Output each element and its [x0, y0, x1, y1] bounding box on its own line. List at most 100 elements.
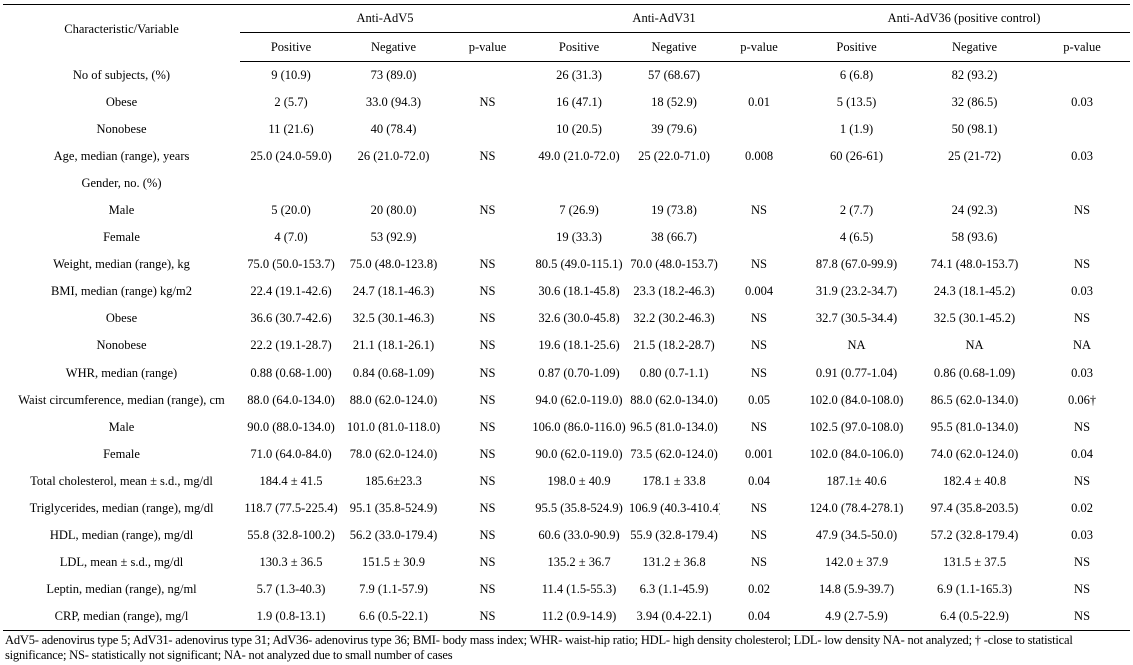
data-cell: NS: [751, 528, 768, 543]
data-cell: 75.0 (50.0-153.7): [247, 257, 335, 272]
data-cell: 88.0 (62.0-134.0): [630, 392, 718, 407]
column-header-adv31-pvalue: p-value: [720, 32, 799, 62]
data-cell: 4.9 (2.7-5.9): [798, 603, 916, 631]
data-cell: NS: [445, 603, 531, 631]
row-label: Nonobese: [96, 121, 147, 136]
data-cell: 0.03: [1071, 284, 1093, 299]
data-cell: 80.5 (49.0-115.1): [535, 257, 623, 272]
data-cell: 40 (78.4): [370, 121, 417, 136]
data-cell: 19.6 (18.1-25.6): [538, 338, 620, 353]
column-header-adv36-negative: Negative: [915, 32, 1035, 62]
data-cell: NS: [1034, 603, 1131, 631]
data-cell: 0.004: [744, 284, 774, 299]
data-cell: 23.3 (18.2-46.3): [633, 284, 715, 299]
data-cell: 21.5 (18.2-28.7): [633, 338, 715, 353]
data-cell: NS: [751, 203, 768, 218]
data-cell: 32 (86.5): [951, 94, 998, 109]
data-cell: 21.1 (18.1-26.1): [352, 338, 435, 353]
data-cell: 11.4 (1.5-55.3): [541, 582, 617, 597]
data-cell: 5.7 (1.3-40.3): [256, 582, 326, 597]
data-cell: NS: [751, 419, 768, 434]
row-label: Leptin, median (range), ng/ml: [46, 582, 197, 597]
data-cell: 74.1 (48.0-153.7): [930, 257, 1019, 272]
data-cell: 97.4 (35.8-203.5): [930, 501, 1019, 516]
data-cell: 73.5 (62.0-124.0): [630, 446, 718, 461]
table-row: Female 4 (7.0) 53 (92.9) 19 (33.3) 38 (66.7)…: [3, 224, 1130, 251]
data-cell: NS: [1074, 311, 1091, 326]
row-label: LDL, mean ± s.d., mg/dl: [59, 555, 184, 570]
data-cell: 94.0 (62.0-119.0): [535, 392, 623, 407]
data-cell: NS: [479, 446, 496, 461]
data-cell: 7 (26.9): [559, 203, 599, 218]
data-cell: 25.0 (24.0-59.0): [250, 148, 332, 163]
data-cell: 6 (6.8): [839, 67, 874, 82]
data-cell: 5 (20.0): [271, 203, 311, 218]
table-row: Leptin, median (range), ng/ml 5.7 (1.3-40…: [3, 576, 1130, 603]
data-cell: 0.05: [748, 392, 770, 407]
data-cell: 32.5 (30.1-46.3): [352, 311, 435, 326]
data-cell: 0.84 (0.68-1.09): [352, 365, 435, 380]
data-cell: 101.0 (81.0-118.0): [346, 419, 441, 434]
column-header-adv5-negative: Negative: [342, 32, 445, 62]
table-row: Age, median (range), years 25.0 (24.0-59.…: [3, 143, 1130, 170]
data-cell: 47.9 (34.5-50.0): [815, 528, 898, 543]
column-header-characteristic-variable: Characteristic/Variable: [64, 22, 179, 37]
data-cell: 39 (79.6): [651, 121, 697, 136]
data-cell: NS: [479, 582, 496, 597]
table-row: Nonobese 11 (21.6) 40 (78.4) 10 (20.5) 39 (7…: [3, 116, 1130, 143]
data-cell: 184.4 ± 41.5: [259, 473, 323, 488]
column-header-adv5-positive: Positive: [240, 32, 342, 62]
row-label: Triglycerides, median (range), mg/dl: [29, 501, 214, 516]
data-cell: [1034, 224, 1130, 251]
data-cell: 7.9 (1.1-57.9): [359, 582, 428, 597]
data-cell: 74.0 (62.0-124.0): [930, 446, 1019, 461]
row-label: Nonobese: [96, 338, 147, 353]
data-cell: 82 (93.2): [951, 67, 998, 82]
data-cell: NA: [965, 338, 984, 353]
data-cell: 5 (13.5): [836, 94, 877, 109]
table-row: HDL, median (range), mg/dl 55.8 (32.8-100…: [3, 522, 1130, 549]
group-header-anti-adv36: Anti-AdV36 (positive control): [798, 4, 1131, 33]
data-cell: 9 (10.9): [271, 67, 311, 82]
data-cell: 56.2 (33.0-179.4): [349, 528, 438, 543]
data-cell: 50 (98.1): [951, 121, 998, 136]
data-cell: NS: [751, 311, 768, 326]
data-cell: 0.03: [1071, 148, 1093, 163]
data-cell: NS: [1074, 257, 1091, 272]
data-cell: 0.04: [748, 473, 770, 488]
table-row: Obese 36.6 (30.7-42.6) 32.5 (30.1-46.3) NS 3…: [3, 305, 1130, 332]
data-cell: [1034, 170, 1130, 197]
data-cell: 16 (47.1): [556, 94, 602, 109]
data-cell: 198.0 ± 40.9: [547, 473, 611, 488]
data-cell: 31.9 (23.2-34.7): [815, 284, 898, 299]
row-label: Male: [108, 203, 135, 218]
data-cell: 0.001: [744, 446, 774, 461]
data-cell: 14.8 (5.9-39.7): [819, 582, 895, 597]
data-cell: 53 (92.9): [370, 230, 417, 245]
data-cell: 102.0 (84.0-108.0): [809, 392, 904, 407]
group-header-anti-adv5: Anti-AdV5: [240, 4, 531, 33]
data-cell: [915, 170, 1034, 197]
table-row: Weight, median (range), kg 75.0 (50.0-153…: [3, 251, 1130, 278]
data-cell: NS: [479, 419, 496, 434]
row-label: Total cholesterol, mean ± s.d., mg/dl: [30, 473, 213, 488]
row-label: Female: [103, 230, 140, 245]
data-cell: 142.0 ± 37.9: [824, 555, 889, 570]
row-label: Obese: [105, 311, 138, 326]
data-cell: 0.008: [744, 148, 774, 163]
data-cell: NS: [1074, 555, 1091, 570]
data-cell: 118.7 (77.5-225.4): [244, 501, 338, 516]
sub-header-row: Positive Negative p-value Positive Negat…: [3, 32, 1131, 62]
data-cell: NS: [1074, 203, 1091, 218]
data-cell: 24.7 (18.1-46.3): [352, 284, 435, 299]
data-cell: 135.2 ± 36.7: [547, 555, 611, 570]
column-header-adv36-pvalue: p-value: [1034, 32, 1131, 62]
data-cell: NA: [1073, 338, 1092, 353]
data-cell: [1034, 116, 1130, 143]
data-cell: 58 (93.6): [951, 230, 998, 245]
column-header-adv31-positive: Positive: [530, 32, 629, 62]
table-row: Male 90.0 (88.0-134.0) 101.0 (81.0-118.0) N…: [3, 414, 1130, 441]
data-cell: 49.0 (21.0-72.0): [538, 148, 620, 163]
data-cell: [1034, 62, 1130, 89]
